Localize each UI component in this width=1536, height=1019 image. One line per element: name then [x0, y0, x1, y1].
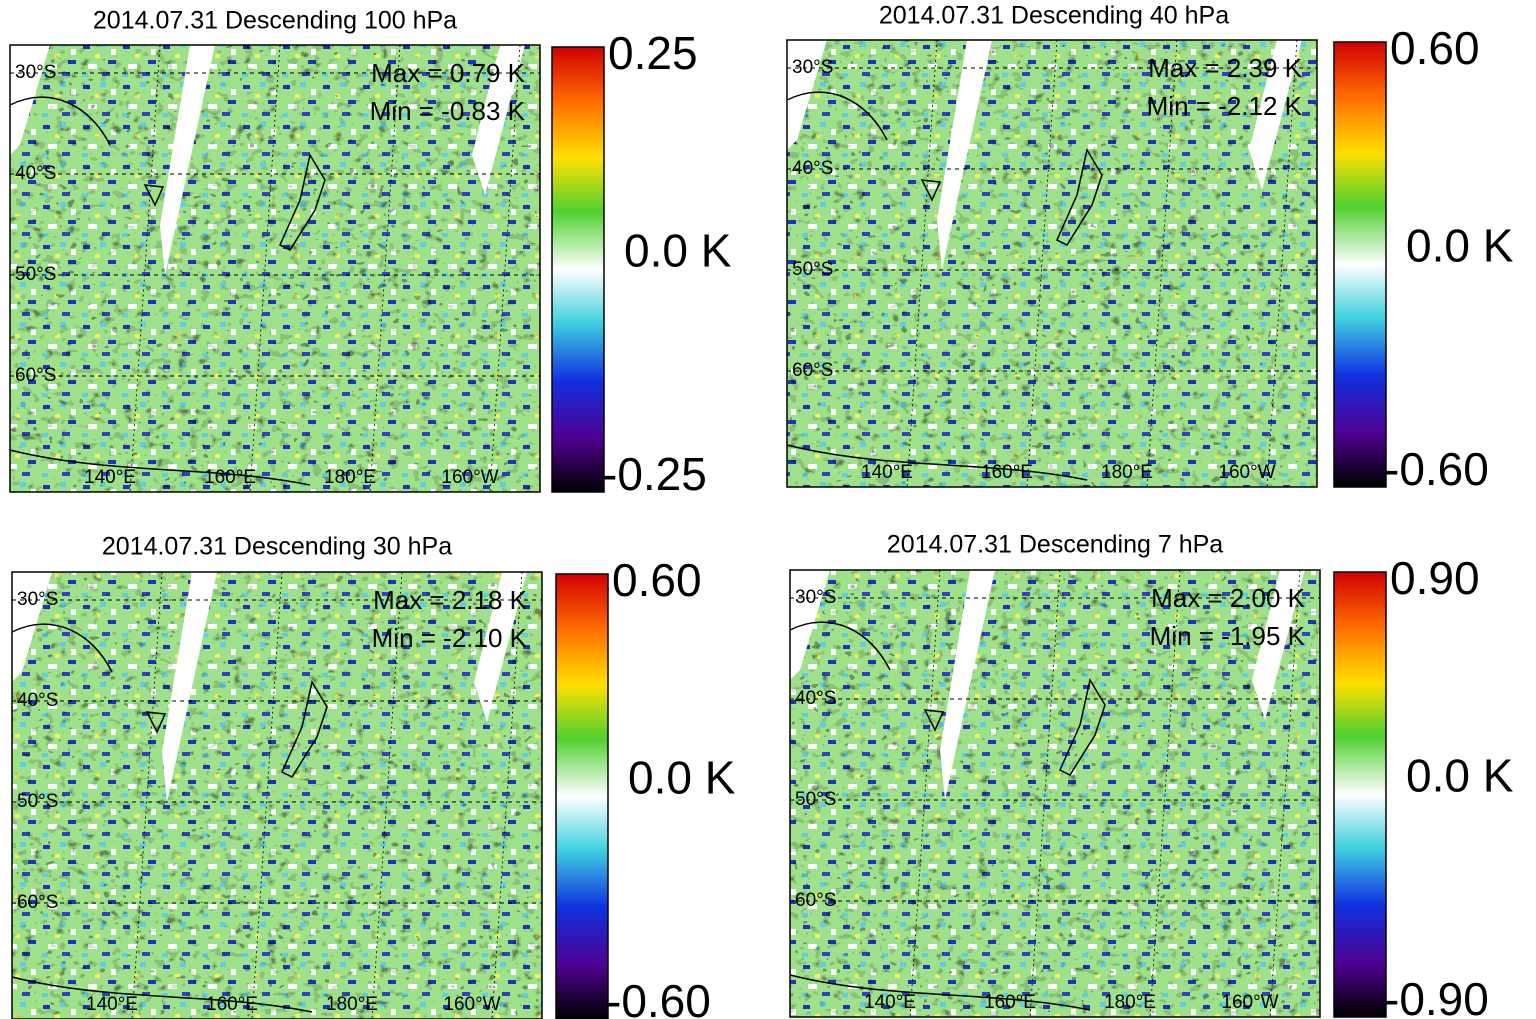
min-label: Min = -0.83 K: [370, 96, 526, 126]
lat-label: 40°S: [795, 688, 836, 709]
lon-label: 160°W: [443, 994, 500, 1015]
lon-label: 180°E: [326, 994, 378, 1015]
max-label: Max = 2.00 K: [1151, 583, 1306, 613]
lat-label: 60°S: [792, 360, 833, 381]
lat-label: 30°S: [17, 589, 58, 610]
swath-gap: [474, 572, 527, 722]
min-label: Min = -2.12 K: [1147, 91, 1303, 121]
lon-label: 160°E: [206, 994, 258, 1015]
colorbar: [1333, 41, 1387, 488]
panel-title: 2014.07.31 Descending 30 hPa: [102, 533, 452, 561]
colorbar-bottom: -0.60: [606, 975, 711, 1019]
lon-label: 140°E: [864, 992, 916, 1013]
lon-label: 160°E: [984, 992, 1036, 1013]
map-panel: 2014.07.31 Descending 100 hPa 30°S 40°S 50°…: [9, 7, 732, 500]
swath-gap: [160, 45, 215, 275]
lat-label: 60°S: [795, 890, 836, 911]
lon-label: 180°E: [1101, 462, 1153, 483]
colorbar: [1333, 571, 1387, 1018]
lon-label: 180°E: [324, 467, 376, 488]
map-frame: [11, 571, 543, 1019]
lat-label: 40°S: [17, 690, 58, 711]
min-label: Min = -1.95 K: [1150, 621, 1306, 651]
lat-label: 30°S: [15, 62, 56, 83]
lon-label: 160°E: [981, 462, 1033, 483]
colorbar-middle: 0.0 K: [1406, 750, 1514, 802]
map-panel: 2014.07.31 Descending 30 hPa 30°S 40°S 50°S…: [11, 533, 736, 1019]
colorbar-middle: 0.0 K: [628, 752, 736, 804]
colorbar: [551, 46, 605, 493]
lat-label: 40°S: [15, 163, 56, 184]
lon-label: 140°E: [86, 994, 138, 1015]
max-label: Max = 2.39 K: [1148, 53, 1303, 83]
panel-title: 2014.07.31 Descending 7 hPa: [887, 531, 1223, 559]
lat-label: 50°S: [795, 789, 836, 810]
coastline: [789, 621, 1106, 1011]
max-label: Max = 0.79 K: [371, 58, 526, 88]
map-noise: [10, 45, 540, 492]
colorbar-bottom: -0.25: [602, 448, 707, 500]
lat-label: 40°S: [792, 158, 833, 179]
colorbar-middle: 0.0 K: [624, 225, 732, 277]
colorbar-middle: 0.0 K: [1406, 220, 1514, 272]
colorbar-top: 0.90: [1390, 552, 1480, 604]
panel-title: 2014.07.31 Descending 40 hPa: [879, 2, 1229, 30]
swath-gap: [1252, 570, 1305, 720]
lat-label: 60°S: [15, 365, 56, 386]
colorbar-top: 0.60: [612, 554, 702, 606]
colorbar-top: 0.60: [1390, 22, 1480, 74]
lat-label: 60°S: [17, 892, 58, 913]
map-frame: [789, 569, 1321, 1018]
map-noise: [790, 570, 1320, 1017]
coastline: [11, 623, 328, 1013]
coastline: [9, 96, 326, 486]
colorbar-top: 0.25: [608, 27, 698, 79]
panel-title: 2014.07.31 Descending 100 hPa: [93, 7, 457, 35]
min-label: Min = -2.10 K: [372, 623, 528, 653]
lat-label: 50°S: [792, 259, 833, 280]
lon-label: 140°E: [84, 467, 136, 488]
map-noise: [787, 40, 1317, 487]
lon-label: 160°W: [441, 467, 498, 488]
lon-label: 160°E: [204, 467, 256, 488]
lon-label: 140°E: [861, 462, 913, 483]
colorbar-bottom: -0.90: [1384, 973, 1489, 1019]
map-frame: [786, 39, 1318, 488]
swath-gap: [940, 570, 995, 800]
map-panel: 2014.07.31 Descending 40 hPa 30°S 40°S 50°S…: [786, 2, 1514, 495]
colorbar-bottom: -0.60: [1384, 443, 1489, 495]
map-noise: [12, 572, 542, 1019]
swath-gap: [472, 45, 525, 195]
lat-label: 30°S: [795, 587, 836, 608]
max-label: Max = 2.18 K: [373, 585, 528, 615]
lat-label: 50°S: [17, 791, 58, 812]
lat-label: 50°S: [15, 264, 56, 285]
swath-gap: [1249, 40, 1302, 190]
swath-gap: [162, 572, 217, 802]
map-panel: 2014.07.31 Descending 7 hPa 30°S 40°S 50°S 6…: [789, 531, 1514, 1019]
swath-gap: [937, 40, 992, 270]
lon-label: 160°W: [1221, 992, 1278, 1013]
lon-label: 160°W: [1218, 462, 1275, 483]
colorbar: [555, 573, 609, 1019]
map-frame: [9, 44, 541, 493]
lon-label: 180°E: [1104, 992, 1156, 1013]
coastline: [786, 91, 1103, 481]
lat-label: 30°S: [792, 57, 833, 78]
